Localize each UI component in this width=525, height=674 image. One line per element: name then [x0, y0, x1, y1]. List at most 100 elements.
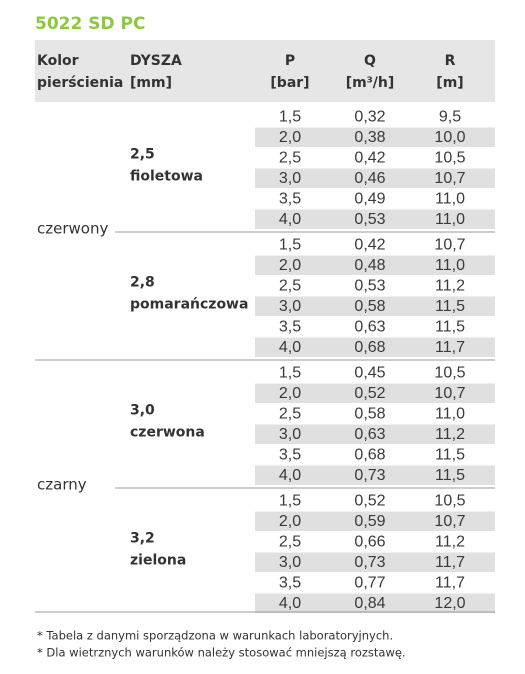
cell: 4,0 [279, 339, 301, 356]
cell: 0,84 [354, 595, 385, 612]
cell: 2,5 [279, 405, 301, 422]
ring-color: czerwony [37, 220, 108, 238]
cell: 3,0 [279, 554, 301, 571]
cell: 2,5 [279, 149, 301, 166]
footnote: * Tabela z danymi sporządzona w warunkac… [37, 629, 393, 643]
cell: 0,42 [354, 149, 385, 166]
row-shade [255, 337, 495, 357]
header: R [445, 53, 456, 69]
cell: 3,5 [279, 318, 301, 335]
cell: 2,5 [279, 533, 301, 550]
cell: 11,2 [435, 277, 465, 294]
nozzle-color: czerwona [130, 425, 205, 441]
cell: 3,0 [279, 426, 301, 443]
header: [mm] [130, 75, 172, 91]
row-shade [255, 383, 495, 403]
cell: 2,0 [279, 129, 301, 146]
cell: 0,53 [354, 211, 385, 228]
cell: 10,7 [434, 170, 465, 187]
cell: 11,2 [435, 426, 465, 443]
title: 5022 SD PC [35, 14, 145, 34]
cell: 11,0 [435, 211, 465, 228]
cell: 0,32 [354, 108, 385, 125]
row-shade [255, 209, 495, 229]
cell: 11,5 [435, 318, 465, 335]
header: Q [364, 53, 376, 69]
cell: 10,0 [434, 129, 465, 146]
cell: 4,0 [279, 467, 301, 484]
nozzle-size: 2,5 [130, 147, 155, 163]
cell: 0,38 [354, 129, 385, 146]
cell: 0,66 [354, 533, 385, 550]
cell: 11,0 [435, 405, 465, 422]
cell: 0,68 [354, 446, 385, 463]
row-shade [255, 552, 495, 572]
cell: 4,0 [279, 595, 301, 612]
row-shade [255, 127, 495, 147]
cell: 10,5 [434, 364, 465, 381]
nozzle-color: fioletowa [130, 169, 203, 185]
nozzle-size: 2,8 [130, 275, 155, 291]
cell: 9,5 [439, 108, 461, 125]
cell: 12,0 [434, 595, 465, 612]
cell: 0,45 [354, 364, 385, 381]
header: Kolor [37, 53, 79, 69]
header: pierścienia [37, 75, 123, 91]
cell: 2,0 [279, 513, 301, 530]
header: DYSZA [130, 53, 182, 69]
cell: 0,53 [354, 277, 385, 294]
cell: 3,0 [279, 298, 301, 315]
row-shade [255, 593, 495, 613]
cell: 0,59 [354, 513, 385, 530]
cell: 11,5 [435, 298, 465, 315]
cell: 0,63 [354, 318, 385, 335]
cell: 11,2 [435, 533, 465, 550]
cell: 0,68 [354, 339, 385, 356]
cell: 0,73 [354, 554, 385, 571]
footnote: * Dla wietrznych warunków należy stosowa… [37, 646, 406, 660]
cell: 2,0 [279, 385, 301, 402]
cell: 3,5 [279, 190, 301, 207]
cell: 11,0 [435, 257, 465, 274]
cell: 11,5 [435, 446, 465, 463]
cell: 11,7 [435, 574, 465, 591]
cell: 10,7 [434, 385, 465, 402]
cell: 0,42 [354, 236, 385, 253]
row-shade [255, 424, 495, 444]
cell: 0,58 [354, 405, 385, 422]
cell: 4,0 [279, 211, 301, 228]
cell: 10,7 [434, 513, 465, 530]
cell: 10,5 [434, 492, 465, 509]
row-shade [255, 255, 495, 275]
header: [m] [436, 75, 463, 91]
cell: 0,49 [354, 190, 385, 207]
cell: 11,0 [435, 190, 465, 207]
nozzle-color: pomarańczowa [130, 297, 248, 313]
ring-color: czarny [37, 476, 87, 494]
cell: 3,5 [279, 446, 301, 463]
row-shade [255, 465, 495, 485]
cell: 3,0 [279, 170, 301, 187]
cell: 2,0 [279, 257, 301, 274]
cell: 2,5 [279, 277, 301, 294]
nozzle-color: zielona [130, 553, 186, 569]
cell: 0,52 [354, 492, 385, 509]
nozzle-size: 3,0 [130, 403, 155, 419]
nozzle-size: 3,2 [130, 531, 155, 547]
cell: 10,7 [434, 236, 465, 253]
cell: 0,58 [354, 298, 385, 315]
cell: 0,48 [354, 257, 385, 274]
header: P [285, 53, 295, 69]
cell: 0,52 [354, 385, 385, 402]
cell: 1,5 [279, 364, 301, 381]
row-shade [255, 511, 495, 531]
cell: 1,5 [279, 492, 301, 509]
cell: 11,5 [435, 467, 465, 484]
row-shade [255, 168, 495, 188]
header: [m³/h] [346, 75, 395, 91]
row-shade [255, 296, 495, 316]
cell: 0,73 [354, 467, 385, 484]
cell: 10,5 [434, 149, 465, 166]
